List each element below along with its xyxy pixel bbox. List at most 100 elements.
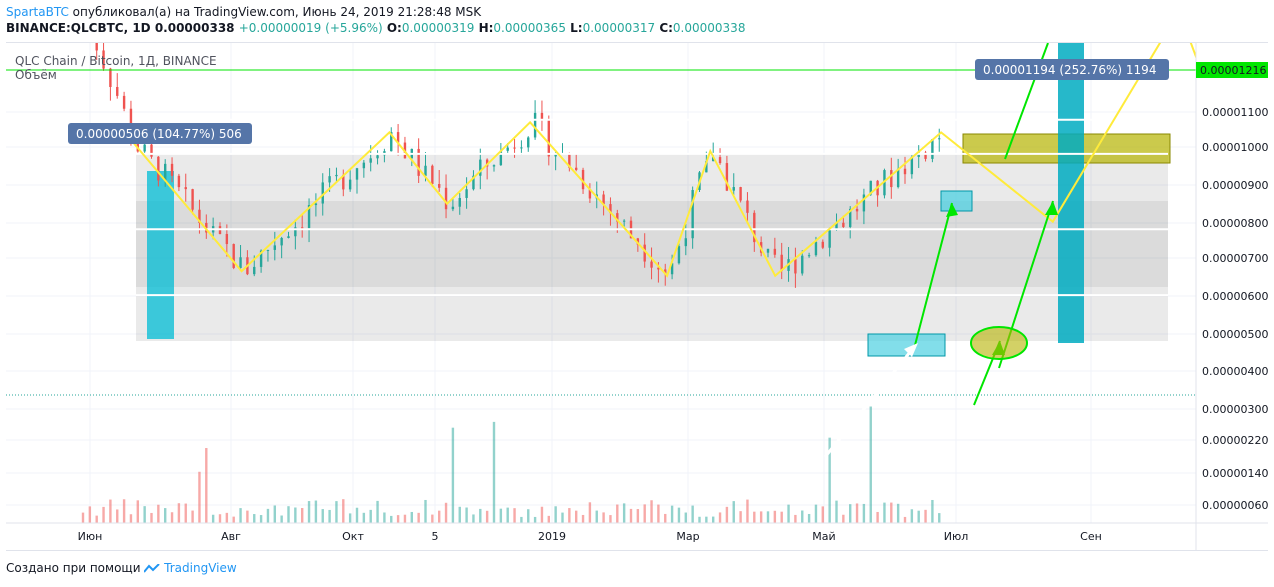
volume-bar [664, 513, 667, 523]
volume-bar [924, 509, 927, 523]
volume-bar [677, 507, 681, 523]
volume-bar [88, 506, 92, 523]
candle-body [102, 50, 105, 69]
volume-bar [136, 500, 139, 523]
volume-bar [287, 506, 290, 523]
y-tick-label: 0.00000300 [1202, 403, 1268, 416]
volume-bar [485, 510, 489, 523]
annotation-left: 0.00000506 (104.77%) 506 [68, 123, 252, 144]
volume-bar [335, 501, 338, 523]
x-tick-label: Мар [676, 530, 699, 543]
volume-bar [170, 512, 174, 523]
candle-body [938, 138, 941, 140]
volume-bar [547, 515, 550, 523]
volume-bar [780, 511, 783, 523]
volume-bar [568, 508, 571, 523]
candle-body [636, 238, 640, 245]
volume-label: Объём [15, 68, 57, 82]
annotation-left-text: 0.00000506 (104.77%) 506 [76, 127, 242, 141]
candle-body [691, 190, 694, 239]
volume-bar [849, 504, 852, 523]
candle-body [287, 236, 290, 239]
volume-bar [883, 502, 886, 523]
candle-body [924, 152, 927, 159]
candle-body [136, 140, 139, 152]
candle-body [362, 162, 366, 169]
volume-bar [801, 510, 804, 523]
volume-bar [513, 508, 516, 523]
candle-body [301, 227, 304, 229]
volume-bar [116, 509, 119, 523]
x-tick-label: 5 [432, 530, 439, 543]
candle-body [232, 244, 235, 268]
candle-body [828, 228, 831, 248]
x-tick-label: Сен [1080, 530, 1102, 543]
volume-bar [917, 510, 920, 523]
volume-bar [307, 501, 311, 523]
volume-bar [184, 503, 187, 523]
volume-bar [506, 507, 509, 523]
y-tick-label: 0.00000140 [1202, 467, 1268, 480]
volume-bar [424, 499, 427, 523]
volume-bar [417, 512, 420, 523]
candle-body [520, 147, 523, 149]
candle-body [869, 180, 872, 195]
tradingview-brand: TradingView [164, 561, 237, 575]
x-axis: Июн Авг Окт 5 2019 Мар Май Июл Сен [6, 522, 1268, 543]
top-price-badge: 0.00001216 [1196, 62, 1268, 78]
zigzag-pattern [132, 8, 1274, 278]
candle-body [684, 238, 687, 247]
volume-bar [239, 508, 242, 523]
open-label: O: [386, 21, 402, 35]
symbol-line: BINANCE:QLCBTC, 1D 0.00000338 +0.0000001… [6, 20, 745, 36]
top-price-badge-text: 0.00001216 [1200, 64, 1266, 77]
publish-info: опубликовал(а) на TradingView.com, Июнь … [72, 5, 482, 19]
candle-body [718, 157, 722, 164]
volume-bar [759, 511, 763, 523]
candle-body [664, 269, 667, 275]
chart-area[interactable]: 0.00000506 (104.77%) 506 0.00001194 (252… [6, 8, 1274, 551]
candle-body [417, 148, 420, 176]
volume-bar [301, 508, 304, 523]
x-tick-label: Июл [944, 530, 969, 543]
annotation-right: 0.00001194 (252.76%) 1194 [975, 59, 1169, 80]
volume-bar [451, 427, 455, 523]
close-label: C: [659, 21, 673, 35]
chart-svg[interactable]: 0.00000506 (104.77%) 506 0.00001194 (252… [6, 8, 1274, 550]
candle-body [198, 209, 201, 223]
last-price: 0.00000338 [154, 21, 235, 35]
author-link[interactable]: SpartaBTC [6, 5, 69, 19]
volume-bar [95, 515, 98, 523]
volume-bar [246, 510, 249, 523]
candle-body [746, 200, 749, 213]
volume-bar [328, 509, 331, 523]
volume-bar [602, 512, 605, 523]
candle-body [122, 95, 126, 109]
volume-bar [657, 504, 660, 523]
candle-body [896, 168, 900, 188]
volume-bar [314, 500, 318, 523]
volume-bar [410, 511, 413, 523]
volume-bar [259, 515, 263, 523]
volume-bar [403, 514, 407, 523]
volume-bar [479, 508, 482, 523]
candle-body [458, 197, 461, 207]
candle-body [116, 87, 119, 96]
cyan-box-support [867, 333, 946, 357]
volume-bar [581, 514, 585, 523]
volume-bar [438, 510, 441, 523]
volume-bar [540, 506, 544, 523]
candle-body [499, 150, 503, 166]
candle-body [616, 213, 619, 222]
tradingview-link[interactable]: TradingView [143, 561, 237, 575]
candle-body [533, 112, 537, 138]
candle-body [164, 163, 167, 181]
candle-body [465, 189, 468, 198]
candle-body [842, 222, 845, 227]
y-tick-label: 0.00000700 [1202, 252, 1268, 265]
cyan-zone-left [147, 171, 174, 339]
low-value: 0.00000317 [582, 21, 656, 35]
volume-bar [266, 508, 270, 523]
volume-bar [835, 500, 838, 523]
volume-bar [157, 504, 160, 523]
